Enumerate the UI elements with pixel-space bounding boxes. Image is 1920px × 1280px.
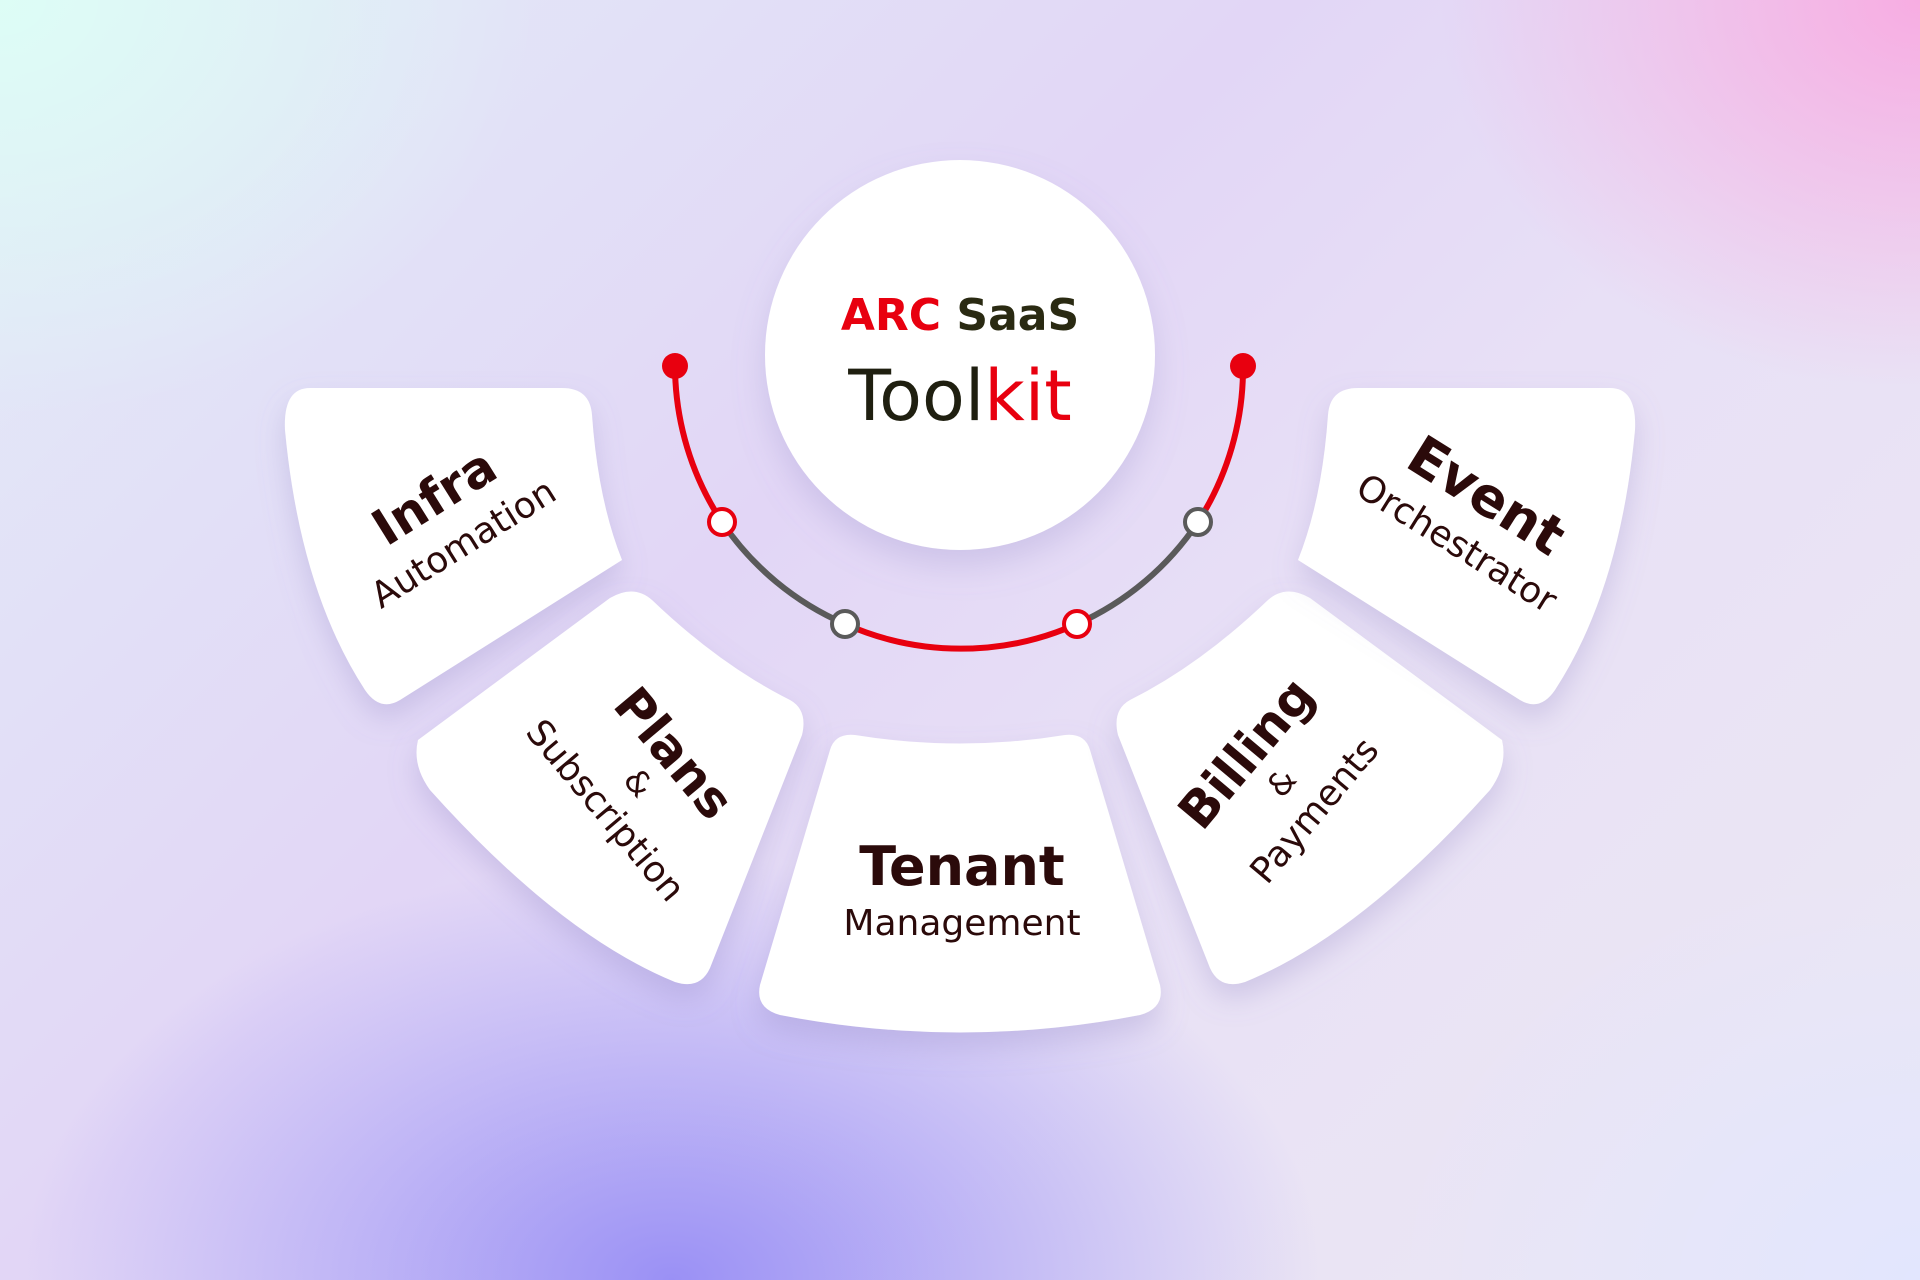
connector-arc-segment-red-bottom bbox=[843, 621, 1079, 652]
segment-infra-card[interactable] bbox=[284, 388, 622, 705]
segment-plans-card[interactable] bbox=[416, 591, 804, 985]
product-kit-text: kit bbox=[984, 355, 1071, 437]
connector-arc bbox=[662, 353, 1256, 652]
connector-node-2 bbox=[830, 609, 860, 639]
connector-endpoint-left bbox=[662, 353, 688, 379]
svg-text:ARC SaaS: ARC SaaS bbox=[841, 290, 1079, 341]
connector-node-4 bbox=[1183, 507, 1213, 537]
connector-arc-segment-gray-left bbox=[719, 520, 847, 627]
product-tool-text: Tool bbox=[847, 355, 984, 437]
segment-tenant-title: Tenant bbox=[859, 835, 1064, 898]
segment-tenant-subtitle: Management bbox=[843, 903, 1080, 944]
connector-arc-segment-red-left bbox=[672, 363, 725, 525]
brand-saas-text: SaaS bbox=[956, 290, 1079, 341]
segment-tenant-card[interactable] bbox=[759, 734, 1161, 1033]
svg-text:Toolkit: Toolkit bbox=[847, 355, 1071, 437]
center-logo-circle bbox=[765, 160, 1155, 550]
connector-arc-segment-red-right bbox=[1195, 363, 1247, 525]
segment-billing-card[interactable] bbox=[1116, 591, 1504, 985]
connector-arc-segment-gray-right bbox=[1075, 520, 1201, 627]
connector-node-1 bbox=[707, 507, 737, 537]
segment-event-card[interactable] bbox=[1298, 388, 1636, 705]
center-logo: ARC SaaS Toolkit bbox=[841, 290, 1079, 437]
connector-node-3 bbox=[1062, 609, 1092, 639]
connector-endpoint-right bbox=[1230, 353, 1256, 379]
brand-arc-text: ARC bbox=[841, 290, 941, 341]
segment-tenant-label: Tenant Management bbox=[843, 835, 1080, 944]
